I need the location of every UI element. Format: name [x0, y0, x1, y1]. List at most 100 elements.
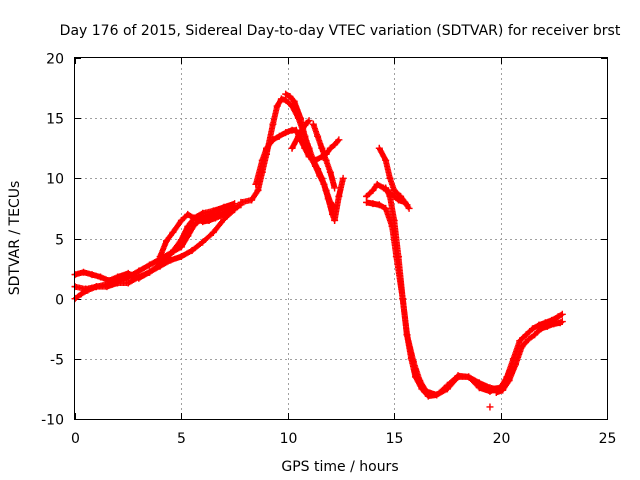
data-point: [318, 174, 326, 182]
data-series: [71, 90, 566, 411]
x-axis-label: GPS time / hours: [281, 459, 398, 475]
data-point: [184, 222, 192, 230]
plot-frame: [74, 57, 608, 420]
series-track-d: [156, 208, 234, 261]
data-point: [386, 189, 394, 197]
data-point: [375, 201, 383, 209]
data-point: [114, 273, 122, 281]
data-point: [465, 373, 473, 381]
data-point: [363, 192, 371, 200]
x-tick-label: 15: [386, 431, 404, 447]
data-point: [231, 206, 239, 214]
data-point: [82, 285, 90, 293]
data-point: [390, 192, 398, 200]
data-point: [301, 121, 309, 129]
data-point: [416, 376, 424, 384]
data-point: [518, 343, 526, 351]
data-point: [263, 144, 271, 152]
data-point: [399, 295, 407, 303]
data-point: [373, 180, 381, 188]
data-point: [382, 156, 390, 164]
data-point: [486, 403, 494, 411]
data-point: [301, 132, 309, 140]
data-point: [114, 279, 122, 287]
data-point: [537, 325, 545, 333]
data-point: [499, 386, 507, 394]
y-tick-label: -10: [41, 413, 64, 429]
axis-ticks: 0 5 10 15 20 25 -10 -5 0 5 10 15 20: [41, 52, 616, 448]
data-point: [135, 267, 143, 275]
data-point: [88, 271, 96, 279]
y-tick-label: 5: [55, 233, 64, 249]
data-point: [405, 204, 413, 212]
data-point: [190, 221, 198, 229]
data-point: [309, 120, 317, 128]
data-point: [318, 144, 326, 152]
data-point: [543, 322, 551, 330]
x-tick-label: 20: [493, 431, 511, 447]
data-point: [433, 391, 441, 399]
data-point: [305, 117, 313, 125]
data-point: [254, 186, 262, 194]
data-point: [282, 90, 290, 98]
data-point: [326, 144, 334, 152]
data-point: [252, 180, 260, 188]
data-point: [522, 331, 530, 339]
x-tick-label: 10: [280, 431, 298, 447]
series-branch-f: [288, 117, 313, 152]
data-point: [335, 192, 343, 200]
data-point: [297, 114, 305, 122]
data-point: [205, 216, 213, 224]
data-point: [322, 186, 330, 194]
data-point: [77, 290, 85, 298]
data-point: [422, 387, 430, 395]
data-point: [335, 136, 343, 144]
data-point: [382, 204, 390, 212]
data-point: [103, 283, 111, 291]
data-point: [394, 196, 402, 204]
data-point: [375, 144, 383, 152]
data-point: [209, 228, 217, 236]
series-storm-c: [363, 198, 505, 399]
data-point: [135, 273, 143, 281]
data-point: [282, 129, 290, 137]
data-point: [492, 389, 500, 397]
data-point: [124, 279, 132, 287]
data-point: [331, 184, 339, 192]
series-storm-d: [363, 180, 413, 212]
chart-title: Day 176 of 2015, Sidereal Day-to-day VTE…: [60, 23, 621, 39]
data-point: [558, 318, 566, 326]
data-point: [177, 236, 185, 244]
data-point: [511, 361, 519, 369]
data-point: [258, 156, 266, 164]
data-point: [331, 216, 339, 224]
y-tick-label: 20: [46, 52, 64, 68]
data-point: [339, 174, 347, 182]
y-axis-label: SDTVAR / TECUs: [7, 181, 23, 296]
data-point: [380, 184, 388, 192]
data-point: [188, 247, 196, 255]
data-point: [488, 385, 496, 393]
x-tick-label: 25: [599, 431, 617, 447]
data-point: [220, 203, 228, 211]
data-point: [529, 325, 537, 333]
data-point: [190, 214, 198, 222]
data-point: [326, 198, 334, 206]
data-point: [177, 253, 185, 261]
data-point: [369, 186, 377, 194]
data-point: [535, 321, 543, 329]
data-point: [167, 250, 175, 258]
data-point: [558, 310, 566, 318]
data-point: [269, 120, 277, 128]
data-point: [322, 156, 330, 164]
data-point: [388, 222, 396, 230]
data-point: [277, 95, 285, 103]
data-point: [273, 102, 281, 110]
data-point: [237, 198, 245, 206]
data-point: [209, 207, 217, 215]
data-point: [97, 273, 105, 281]
data-point: [328, 210, 336, 218]
data-point: [231, 200, 239, 208]
data-point: [331, 203, 339, 211]
